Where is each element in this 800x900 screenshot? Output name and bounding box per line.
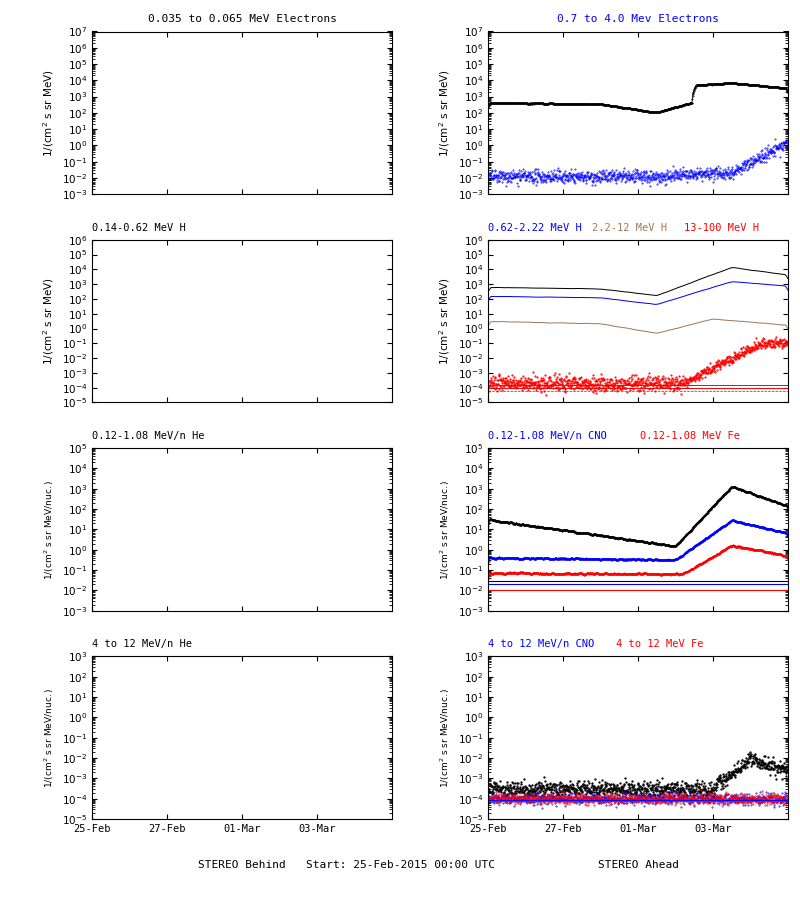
Text: 0.7 to 4.0 Mev Electrons: 0.7 to 4.0 Mev Electrons (557, 14, 719, 24)
Y-axis label: $1/(\rm{cm}^2\ \rm{s\ sr\ MeV})$: $1/(\rm{cm}^2\ \rm{s\ sr\ MeV})$ (438, 277, 452, 365)
Y-axis label: $1/(\rm{cm}^2\ \rm{s\ sr\ MeV/nuc.})$: $1/(\rm{cm}^2\ \rm{s\ sr\ MeV/nuc.})$ (42, 688, 56, 788)
Text: 0.12-1.08 MeV/n He: 0.12-1.08 MeV/n He (92, 431, 205, 441)
Text: 0.035 to 0.065 MeV Electrons: 0.035 to 0.065 MeV Electrons (147, 14, 337, 24)
Y-axis label: $1/(\rm{cm}^2\ \rm{s\ sr\ MeV})$: $1/(\rm{cm}^2\ \rm{s\ sr\ MeV})$ (438, 69, 452, 157)
Y-axis label: $1/(\rm{cm}^2\ \rm{s\ sr\ MeV/nuc.})$: $1/(\rm{cm}^2\ \rm{s\ sr\ MeV/nuc.})$ (438, 479, 452, 580)
Text: 0.12-1.08 MeV Fe: 0.12-1.08 MeV Fe (640, 431, 740, 441)
Text: STEREO Behind: STEREO Behind (198, 860, 286, 869)
Y-axis label: $1/(\rm{cm}^2\ \rm{s\ sr\ MeV/nuc.})$: $1/(\rm{cm}^2\ \rm{s\ sr\ MeV/nuc.})$ (438, 688, 452, 788)
Text: 0.12-1.08 MeV/n CNO: 0.12-1.08 MeV/n CNO (488, 431, 606, 441)
Y-axis label: $1/(\rm{cm}^2\ \rm{s\ sr\ MeV})$: $1/(\rm{cm}^2\ \rm{s\ sr\ MeV})$ (42, 277, 56, 365)
Text: 4 to 12 MeV/n He: 4 to 12 MeV/n He (92, 639, 192, 649)
Y-axis label: $1/(\rm{cm}^2\ \rm{s\ sr\ MeV})$: $1/(\rm{cm}^2\ \rm{s\ sr\ MeV})$ (42, 69, 56, 157)
Text: 4 to 12 MeV Fe: 4 to 12 MeV Fe (616, 639, 703, 649)
Text: Start: 25-Feb-2015 00:00 UTC: Start: 25-Feb-2015 00:00 UTC (306, 860, 494, 869)
Text: 0.62-2.22 MeV H: 0.62-2.22 MeV H (488, 222, 582, 232)
Y-axis label: $1/(\rm{cm}^2\ \rm{s\ sr\ MeV/nuc.})$: $1/(\rm{cm}^2\ \rm{s\ sr\ MeV/nuc.})$ (42, 479, 56, 580)
Text: 2.2-12 MeV H: 2.2-12 MeV H (592, 222, 667, 232)
Text: STEREO Ahead: STEREO Ahead (598, 860, 678, 869)
Text: 13-100 MeV H: 13-100 MeV H (684, 222, 759, 232)
Text: 0.14-0.62 MeV H: 0.14-0.62 MeV H (92, 222, 186, 232)
Text: 4 to 12 MeV/n CNO: 4 to 12 MeV/n CNO (488, 639, 594, 649)
